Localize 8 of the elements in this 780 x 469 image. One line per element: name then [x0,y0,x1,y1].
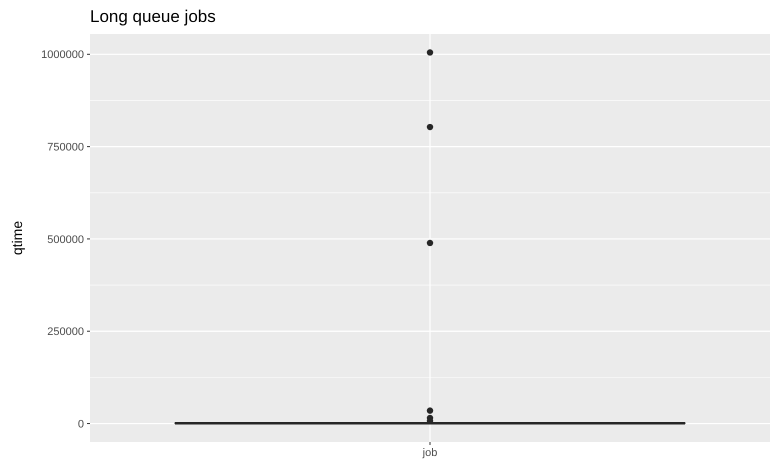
chart-title: Long queue jobs [90,7,216,26]
y-tick-label: 1000000 [41,49,84,62]
y-tick-label: 250000 [47,326,84,338]
y-tick-label: 750000 [47,141,84,154]
y-axis-title: qtime [9,220,25,256]
y-tick-label: 0 [78,418,84,430]
x-tick-label: job [422,447,438,459]
y-tick-label: 500000 [47,234,84,246]
